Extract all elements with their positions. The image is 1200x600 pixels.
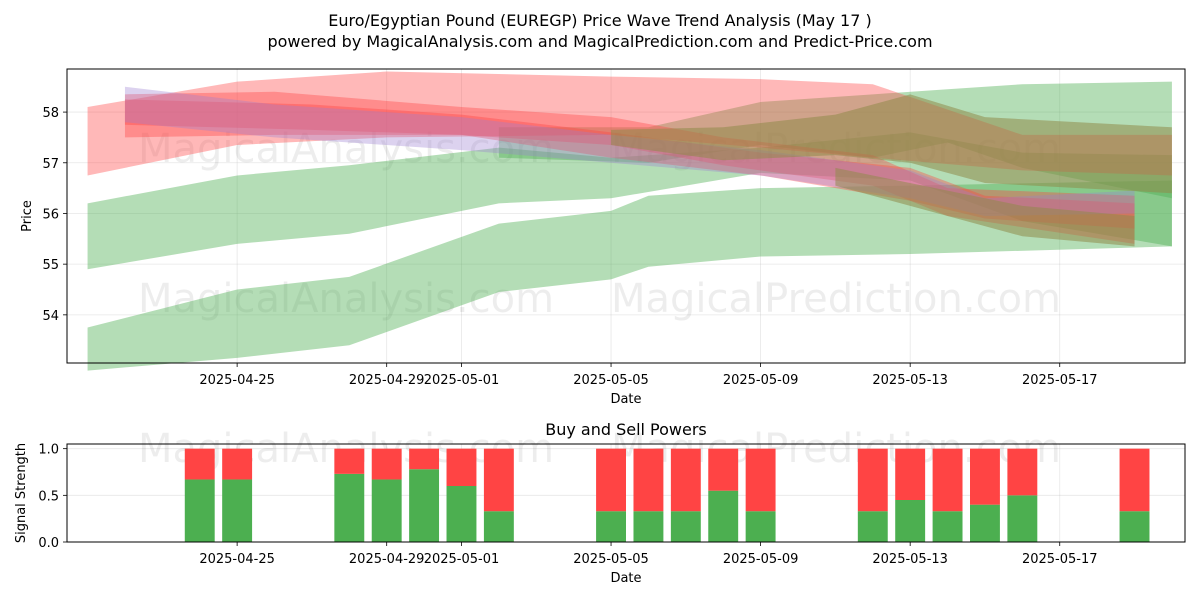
chart-subtitle: powered by MagicalAnalysis.com and Magic… xyxy=(267,32,932,51)
price-x-tick-label: 2025-05-05 xyxy=(573,373,649,388)
price-y-tick-label: 54 xyxy=(42,309,59,324)
price-watermark-lower-right: MagicalPrediction.com xyxy=(611,276,1061,322)
price-band-olive-8 xyxy=(835,167,1135,247)
buy-power-bar xyxy=(970,504,1000,542)
price-x-axis: 2025-04-25 2025-04-29 2025-05-01 2025-05-05… xyxy=(199,363,1098,388)
buy-power-bar xyxy=(745,511,776,542)
price-y-axis-label: Price xyxy=(20,200,35,232)
chart-title: Euro/Egyptian Pound (EUREGP) Price Wave … xyxy=(328,11,871,30)
sell-power-bar xyxy=(670,448,701,512)
price-band-sell-5 xyxy=(124,99,1135,229)
signal-x-axis: 2025-04-25 2025-04-29 2025-05-01 2025-05-05… xyxy=(199,542,1098,567)
price-y-axis: 54 55 56 57 58 xyxy=(42,106,67,324)
price-plot-frame xyxy=(66,68,1186,364)
buy-power-bar xyxy=(483,511,514,542)
price-x-tick-label: 2025-04-29 xyxy=(349,373,425,388)
price-band-buy-0 xyxy=(87,132,1172,270)
sell-power-bar xyxy=(895,448,926,500)
price-panel: MagicalAnalysis.com MagicalPrediction.co… xyxy=(20,68,1186,407)
signal-y-tick-label: 1.0 xyxy=(38,443,59,458)
buy-power-bar xyxy=(633,511,664,542)
signal-x-tick-label: 2025-05-05 xyxy=(573,552,649,567)
buy-power-bar xyxy=(371,479,402,542)
signal-plot-frame xyxy=(66,443,1186,543)
signal-x-tick-label: 2025-05-13 xyxy=(872,552,948,567)
buy-power-bar xyxy=(184,479,215,542)
price-band-buy-1 xyxy=(87,180,1172,371)
signal-x-tick-label: 2025-05-09 xyxy=(723,552,799,567)
signal-panel: Buy and Sell Powers MagicalAnalysis.com … xyxy=(14,420,1186,586)
buy-power-bar xyxy=(446,486,477,542)
price-band-sell-4 xyxy=(124,91,1135,244)
sell-power-bar xyxy=(409,448,440,470)
sell-power-bar xyxy=(745,448,776,512)
price-y-tick-label: 55 xyxy=(42,258,59,273)
sell-power-bar xyxy=(970,448,1000,505)
sell-power-bar xyxy=(596,448,626,512)
sell-power-bar xyxy=(334,448,365,474)
buy-power-bar xyxy=(857,511,888,542)
price-y-tick-label: 57 xyxy=(42,157,59,172)
sell-power-bar xyxy=(222,448,253,480)
price-x-tick-label: 2025-05-17 xyxy=(1022,373,1098,388)
buy-power-bar xyxy=(1007,495,1038,542)
sell-power-bar xyxy=(483,448,514,512)
signal-x-tick-label: 2025-05-17 xyxy=(1022,552,1098,567)
buy-power-bar xyxy=(409,469,440,542)
sell-power-bar xyxy=(932,448,963,512)
price-y-tick-label: 56 xyxy=(42,207,59,222)
price-bands xyxy=(87,71,1172,371)
sell-power-bar xyxy=(857,448,888,512)
signal-y-tick-label: 0.0 xyxy=(38,536,59,551)
price-x-axis-label: Date xyxy=(610,392,641,407)
buy-power-bar xyxy=(708,490,739,542)
buy-power-bar xyxy=(895,500,926,542)
signal-x-tick-label: 2025-04-25 xyxy=(199,552,275,567)
price-x-tick-label: 2025-05-13 xyxy=(872,373,948,388)
price-watermark-upper-left: MagicalAnalysis.com xyxy=(138,126,554,172)
signal-x-tick-label: 2025-04-29 xyxy=(349,552,425,567)
sell-power-bar xyxy=(446,448,477,486)
buy-power-bar xyxy=(334,473,365,542)
sell-power-bar xyxy=(633,448,664,512)
buy-power-bar xyxy=(222,479,253,542)
signal-y-axis: 0.0 0.5 1.0 xyxy=(38,443,67,551)
sell-power-bar xyxy=(184,448,215,480)
price-x-tick-label: 2025-05-09 xyxy=(723,373,799,388)
price-x-tick-label: 2025-04-25 xyxy=(199,373,275,388)
signal-bars xyxy=(184,448,1150,542)
price-y-tick-label: 58 xyxy=(42,106,59,121)
buy-power-bar xyxy=(1119,511,1150,542)
signal-panel-title: Buy and Sell Powers xyxy=(545,420,707,439)
signal-x-axis-label: Date xyxy=(610,571,641,586)
sell-power-bar xyxy=(1007,448,1038,496)
price-x-tick-label: 2025-05-01 xyxy=(424,373,500,388)
buy-power-bar xyxy=(596,511,626,542)
signal-y-axis-label: Signal Strength xyxy=(14,443,29,543)
sell-power-bar xyxy=(708,448,739,491)
price-watermark-lower-left: MagicalAnalysis.com xyxy=(138,276,554,322)
price-band-olive-7 xyxy=(611,94,1172,194)
signal-y-tick-label: 0.5 xyxy=(38,489,59,504)
sell-power-bar xyxy=(371,448,402,480)
buy-power-bar xyxy=(932,511,963,542)
buy-power-bar xyxy=(670,511,701,542)
signal-x-tick-label: 2025-05-01 xyxy=(424,552,500,567)
sell-power-bar xyxy=(1119,448,1150,512)
